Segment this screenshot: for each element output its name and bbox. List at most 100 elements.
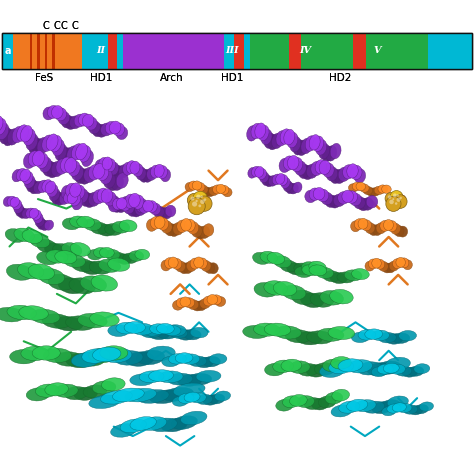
Ellipse shape bbox=[402, 367, 418, 377]
Ellipse shape bbox=[202, 356, 220, 367]
Ellipse shape bbox=[39, 157, 52, 173]
Ellipse shape bbox=[197, 394, 212, 404]
Ellipse shape bbox=[105, 121, 117, 134]
Ellipse shape bbox=[378, 332, 396, 343]
Bar bbox=[234, 33, 244, 69]
Ellipse shape bbox=[126, 352, 154, 366]
Ellipse shape bbox=[175, 353, 193, 363]
Ellipse shape bbox=[169, 224, 180, 237]
Ellipse shape bbox=[347, 164, 358, 178]
Ellipse shape bbox=[351, 165, 362, 180]
Ellipse shape bbox=[316, 267, 334, 278]
Ellipse shape bbox=[112, 198, 123, 212]
Ellipse shape bbox=[26, 208, 35, 218]
Ellipse shape bbox=[36, 252, 59, 265]
Ellipse shape bbox=[337, 272, 355, 283]
Ellipse shape bbox=[35, 217, 45, 227]
Ellipse shape bbox=[301, 138, 312, 154]
Bar bbox=[52, 33, 55, 69]
Ellipse shape bbox=[139, 371, 164, 383]
Ellipse shape bbox=[45, 383, 68, 396]
Ellipse shape bbox=[248, 167, 257, 178]
Ellipse shape bbox=[326, 167, 337, 181]
Ellipse shape bbox=[288, 155, 299, 170]
Ellipse shape bbox=[254, 283, 278, 297]
Ellipse shape bbox=[309, 261, 327, 273]
Ellipse shape bbox=[43, 107, 55, 120]
Ellipse shape bbox=[146, 201, 157, 212]
Ellipse shape bbox=[49, 189, 60, 201]
Ellipse shape bbox=[283, 181, 292, 191]
Ellipse shape bbox=[9, 349, 38, 364]
Ellipse shape bbox=[289, 183, 298, 194]
Ellipse shape bbox=[38, 180, 48, 192]
Ellipse shape bbox=[32, 151, 45, 166]
Ellipse shape bbox=[201, 260, 211, 271]
Ellipse shape bbox=[66, 354, 94, 368]
Circle shape bbox=[400, 197, 402, 199]
Ellipse shape bbox=[22, 172, 33, 184]
Ellipse shape bbox=[12, 127, 24, 143]
Bar bbox=[123, 33, 224, 69]
Ellipse shape bbox=[281, 359, 302, 372]
Ellipse shape bbox=[17, 125, 28, 141]
Ellipse shape bbox=[44, 220, 54, 230]
Ellipse shape bbox=[65, 316, 95, 330]
Ellipse shape bbox=[313, 188, 325, 200]
Ellipse shape bbox=[414, 404, 428, 414]
Circle shape bbox=[386, 196, 401, 211]
Ellipse shape bbox=[370, 188, 380, 196]
Bar bbox=[234, 33, 244, 69]
Ellipse shape bbox=[72, 144, 83, 160]
Ellipse shape bbox=[42, 135, 54, 152]
Ellipse shape bbox=[317, 328, 344, 341]
Ellipse shape bbox=[279, 158, 291, 173]
Ellipse shape bbox=[325, 195, 337, 208]
Ellipse shape bbox=[119, 220, 137, 232]
Ellipse shape bbox=[5, 228, 26, 242]
Ellipse shape bbox=[105, 249, 120, 260]
Ellipse shape bbox=[366, 195, 378, 208]
Ellipse shape bbox=[346, 399, 368, 411]
Bar bbox=[82, 33, 108, 69]
Ellipse shape bbox=[165, 205, 176, 217]
Ellipse shape bbox=[146, 167, 157, 181]
Circle shape bbox=[395, 202, 397, 205]
Ellipse shape bbox=[323, 271, 340, 282]
Ellipse shape bbox=[252, 166, 261, 177]
Ellipse shape bbox=[168, 257, 178, 268]
Ellipse shape bbox=[112, 198, 123, 210]
Ellipse shape bbox=[394, 226, 404, 237]
Ellipse shape bbox=[180, 297, 191, 307]
Ellipse shape bbox=[42, 314, 72, 328]
Ellipse shape bbox=[409, 406, 423, 415]
Circle shape bbox=[396, 198, 401, 202]
Ellipse shape bbox=[120, 419, 146, 433]
Ellipse shape bbox=[348, 360, 373, 373]
Ellipse shape bbox=[112, 221, 130, 233]
Circle shape bbox=[199, 204, 201, 207]
Ellipse shape bbox=[109, 200, 119, 212]
Ellipse shape bbox=[168, 373, 192, 385]
Text: C: C bbox=[71, 21, 78, 31]
Ellipse shape bbox=[177, 220, 188, 233]
Ellipse shape bbox=[396, 366, 411, 376]
Ellipse shape bbox=[44, 348, 72, 363]
Circle shape bbox=[191, 196, 194, 201]
Ellipse shape bbox=[294, 263, 311, 275]
Bar bbox=[2, 33, 472, 69]
Ellipse shape bbox=[36, 153, 48, 168]
Ellipse shape bbox=[89, 395, 120, 409]
Ellipse shape bbox=[319, 144, 329, 159]
Ellipse shape bbox=[287, 263, 304, 275]
Ellipse shape bbox=[276, 173, 285, 184]
Ellipse shape bbox=[131, 205, 142, 217]
Ellipse shape bbox=[82, 114, 94, 127]
Ellipse shape bbox=[64, 387, 88, 400]
Ellipse shape bbox=[22, 209, 31, 219]
Ellipse shape bbox=[350, 193, 362, 206]
Ellipse shape bbox=[0, 307, 25, 322]
Ellipse shape bbox=[376, 223, 386, 234]
Ellipse shape bbox=[164, 258, 174, 269]
Ellipse shape bbox=[80, 276, 107, 292]
